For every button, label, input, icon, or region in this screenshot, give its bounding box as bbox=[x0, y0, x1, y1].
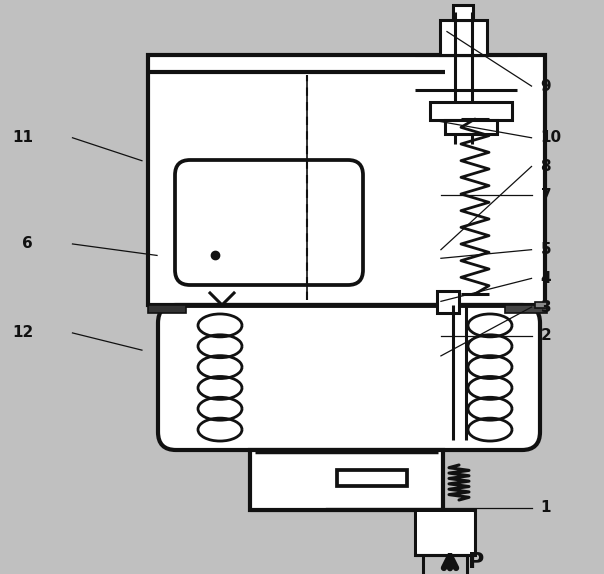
Bar bbox=[430, 102, 512, 120]
FancyBboxPatch shape bbox=[175, 160, 363, 285]
Bar bbox=[415, 510, 475, 555]
Bar bbox=[417, 512, 473, 553]
Bar bbox=[453, 5, 473, 20]
Text: 10: 10 bbox=[541, 130, 562, 145]
FancyBboxPatch shape bbox=[158, 305, 540, 450]
Text: 6: 6 bbox=[22, 236, 33, 251]
Text: 11: 11 bbox=[12, 130, 33, 145]
Text: 9: 9 bbox=[541, 79, 551, 94]
Bar bbox=[253, 453, 440, 507]
Bar bbox=[535, 302, 547, 308]
Bar bbox=[440, 20, 487, 55]
Text: 4: 4 bbox=[541, 271, 551, 286]
Text: P: P bbox=[468, 552, 484, 572]
Bar bbox=[437, 291, 459, 313]
Bar bbox=[337, 470, 407, 486]
Bar bbox=[445, 120, 497, 134]
Bar bbox=[148, 55, 545, 305]
Bar bbox=[148, 305, 186, 313]
Bar bbox=[505, 305, 547, 313]
Text: 3: 3 bbox=[541, 300, 551, 315]
Bar bbox=[250, 450, 443, 510]
Text: 7: 7 bbox=[541, 188, 551, 203]
Text: 12: 12 bbox=[12, 325, 33, 340]
Text: 5: 5 bbox=[541, 242, 551, 257]
Text: 1: 1 bbox=[541, 501, 551, 515]
Text: 8: 8 bbox=[541, 159, 551, 174]
Text: 2: 2 bbox=[541, 328, 551, 343]
